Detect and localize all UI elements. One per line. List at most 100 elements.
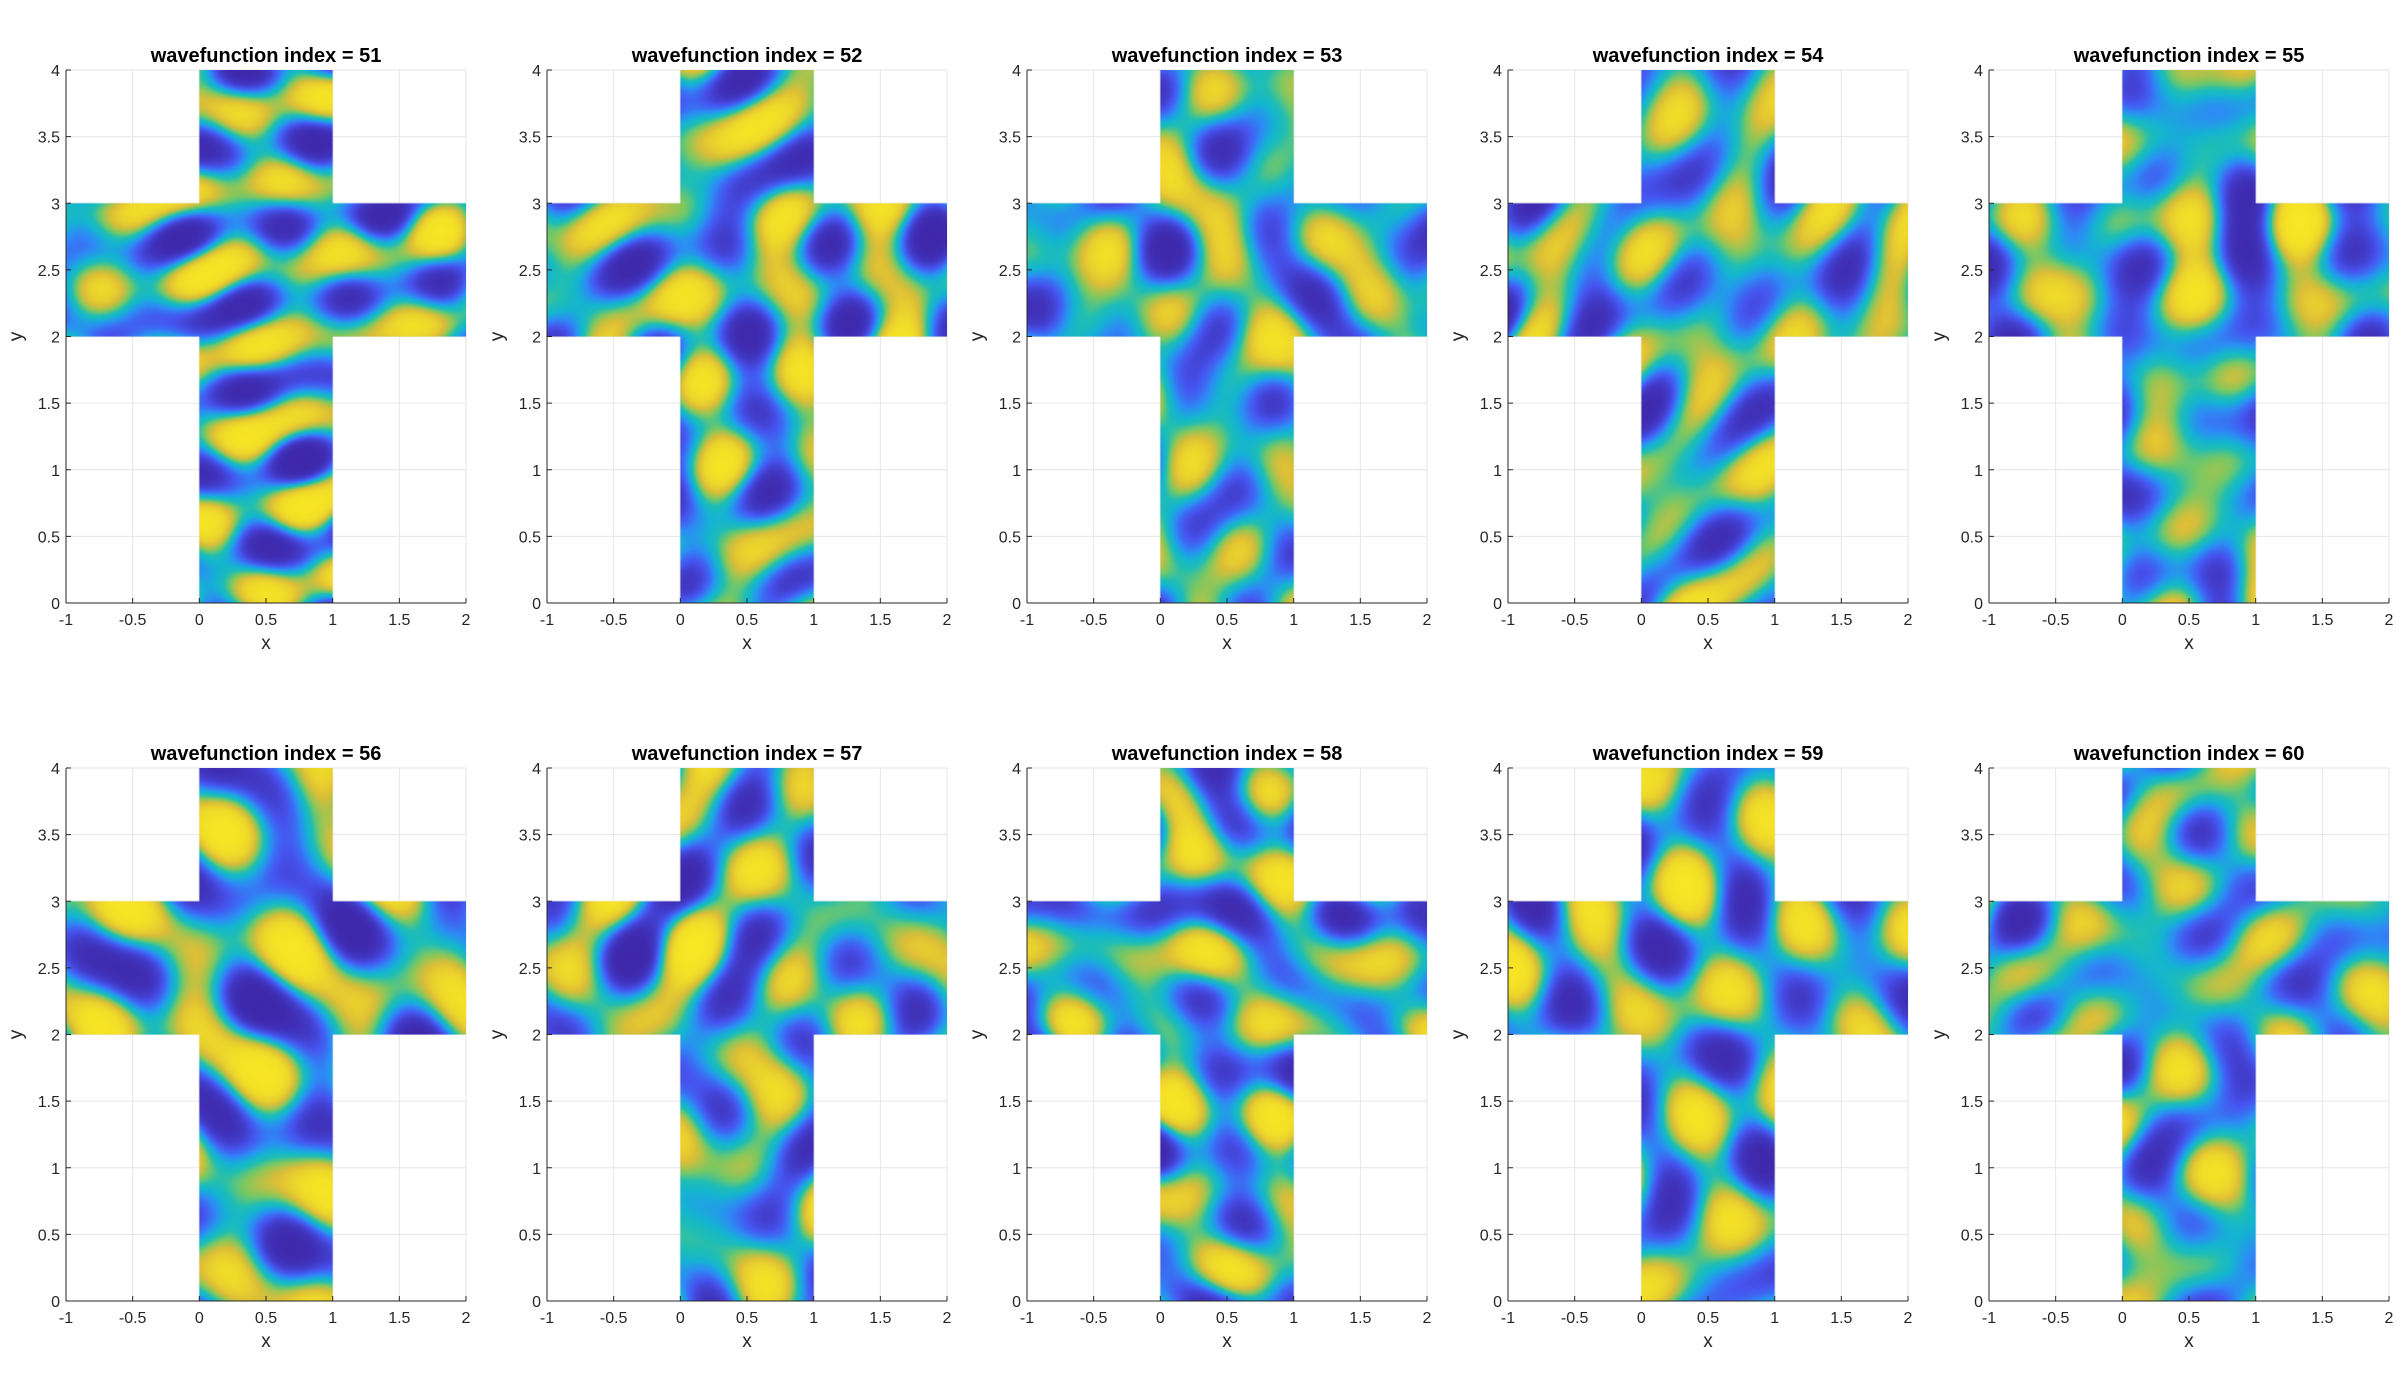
y-tick-label: 0.5 [38,1227,60,1244]
y-tick-label: 3 [1974,196,1983,213]
x-tick-label: -0.5 [119,1310,147,1327]
y-tick-label: 4 [1493,63,1502,80]
y-tick-label: 4 [1493,761,1502,778]
subplot-title: wavefunction index = 52 [631,45,863,67]
x-tick-label: -1 [1501,612,1515,629]
x-tick-label: -1 [1982,612,1996,629]
x-tick-label: 0 [195,1310,204,1327]
x-tick-label: -0.5 [1561,1310,1589,1327]
y-tick-label: 2.5 [999,263,1021,280]
x-axis-label: x [261,633,271,654]
x-tick-label: 1.5 [388,612,410,629]
x-tick-label: 1 [328,612,337,629]
subplot-title: wavefunction index = 51 [150,45,382,67]
y-tick-label: 1.5 [1480,1094,1502,1111]
wavefunction-heatmap [1989,768,2389,1301]
y-tick-label: 0 [1012,596,1021,613]
y-tick-label: 2.5 [38,961,60,978]
x-tick-label: 1.5 [1830,1310,1852,1327]
y-tick-label: 1 [51,463,60,480]
x-axis-label: x [742,1331,752,1352]
y-tick-label: 2.5 [519,263,541,280]
y-tick-label: 1.5 [1961,396,1983,413]
y-tick-label: 4 [1974,63,1983,80]
y-axis-label: y [6,1029,27,1039]
x-tick-label: 1.5 [2311,612,2333,629]
x-tick-label: 0 [1637,612,1646,629]
y-axis-label: y [1929,1029,1950,1039]
subplot-1: -1 -0.5 0 0.5 1 1.5 2 0 0.5 1 1.5 2 2.5 3 3.5 4 wavefunc… [6,45,471,654]
y-tick-label: 0 [1974,596,1983,613]
subplot-title: wavefunction index = 54 [1592,45,1825,67]
x-axis-label: x [261,1331,271,1352]
y-tick-label: 3.5 [38,828,60,845]
y-tick-label: 1.5 [999,396,1021,413]
x-tick-label: 1 [328,1310,337,1327]
x-tick-label: 1 [809,612,818,629]
y-tick-label: 4 [1974,761,1983,778]
y-tick-label: 2 [51,330,60,347]
y-tick-label: 3.5 [1961,828,1983,845]
y-tick-label: 4 [51,761,60,778]
y-tick-label: 4 [1012,63,1021,80]
y-tick-label: 0 [1012,1294,1021,1311]
y-tick-label: 3.5 [1961,130,1983,147]
x-tick-label: 1 [1770,612,1779,629]
x-tick-label: 1.5 [1349,612,1371,629]
y-tick-label: 0 [532,1294,541,1311]
y-tick-label: 1.5 [1961,1094,1983,1111]
x-tick-label: 0 [1156,1310,1165,1327]
y-tick-label: 1 [532,463,541,480]
y-tick-label: 2.5 [38,263,60,280]
x-tick-label: 2 [462,1310,471,1327]
y-tick-label: 2.5 [519,961,541,978]
subplot-9: -1 -0.5 0 0.5 1 1.5 2 0 0.5 1 1.5 2 2.5 3 3.5 4 wavefunc… [1448,743,1913,1352]
y-tick-label: 1.5 [519,1094,541,1111]
y-tick-label: 2.5 [1961,263,1983,280]
y-tick-label: 0 [51,596,60,613]
y-tick-label: 3.5 [999,828,1021,845]
y-tick-label: 2 [1493,1028,1502,1045]
y-tick-label: 0.5 [1961,529,1983,546]
y-tick-label: 2.5 [1480,263,1502,280]
y-tick-label: 2 [1493,330,1502,347]
x-tick-label: 1.5 [388,1310,410,1327]
x-tick-label: 2 [462,612,471,629]
y-tick-label: 0.5 [38,529,60,546]
y-axis-label: y [967,331,988,341]
y-tick-label: 1.5 [1480,396,1502,413]
y-tick-label: 4 [51,63,60,80]
y-tick-label: 0.5 [999,529,1021,546]
x-tick-label: -1 [1982,1310,1996,1327]
x-tick-label: 0.5 [2178,612,2200,629]
subplot-title: wavefunction index = 58 [1111,743,1343,765]
subplot-title: wavefunction index = 59 [1592,743,1824,765]
x-tick-label: 0.5 [1216,1310,1238,1327]
subplot-title: wavefunction index = 55 [2073,45,2305,67]
y-tick-label: 1 [532,1161,541,1178]
y-tick-label: 0.5 [1961,1227,1983,1244]
y-tick-label: 1 [1493,463,1502,480]
y-tick-label: 1.5 [38,396,60,413]
y-axis-label: y [6,331,27,341]
x-tick-label: 2 [1904,1310,1913,1327]
x-tick-label: 0.5 [736,612,758,629]
x-tick-label: 0.5 [1697,612,1719,629]
y-tick-label: 1.5 [999,1094,1021,1111]
x-tick-label: -0.5 [119,612,147,629]
x-axis-label: x [1222,1331,1232,1352]
x-tick-label: -1 [1501,1310,1515,1327]
subplot-title: wavefunction index = 56 [150,743,382,765]
subplot-title: wavefunction index = 53 [1111,45,1343,67]
y-tick-label: 4 [532,63,541,80]
y-axis-label: y [1448,1029,1469,1039]
x-tick-label: 1.5 [869,612,891,629]
x-tick-label: 2 [943,612,952,629]
x-axis-label: x [1222,633,1232,654]
y-tick-label: 3 [1493,894,1502,911]
subplot-title: wavefunction index = 57 [631,743,863,765]
y-tick-label: 2 [1012,1028,1021,1045]
x-tick-label: 1 [1289,612,1298,629]
x-tick-label: 0.5 [255,612,277,629]
y-tick-label: 1.5 [38,1094,60,1111]
